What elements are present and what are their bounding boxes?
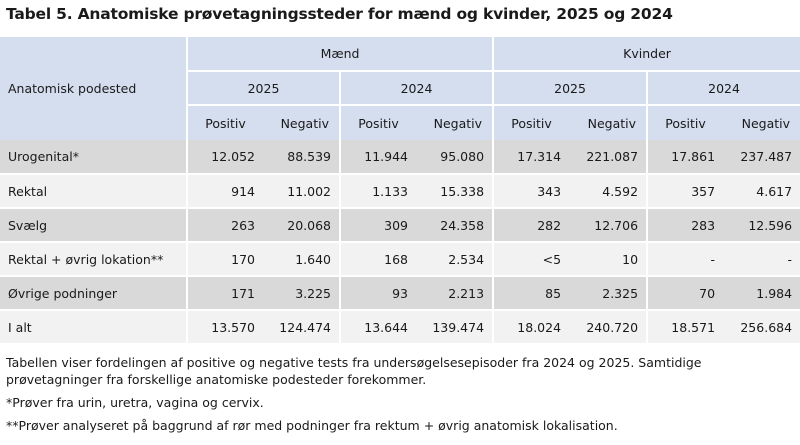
table-cell: 11.002	[263, 174, 341, 209]
table-cell: 283	[647, 208, 724, 243]
note-footnote-2: **Prøver analyseret på baggrund af rør m…	[6, 418, 618, 433]
year-header: 2024	[647, 71, 800, 106]
table-cell: 4.617	[723, 174, 800, 209]
table-cell: 93	[340, 276, 416, 311]
table-row: Urogenital* 12.052 88.539 11.944 95.080 …	[0, 140, 800, 175]
column-header: Negativ	[263, 105, 341, 140]
note-footnote-1: *Prøver fra urin, uretra, vagina og cerv…	[6, 395, 264, 410]
data-table: Anatomisk podested Mænd Kvinder 2025 202…	[0, 37, 800, 345]
table-row: Rektal 914 11.002 1.133 15.338 343 4.592…	[0, 174, 800, 209]
table-cell: 237.487	[723, 140, 800, 175]
table-cell: 11.944	[340, 140, 416, 175]
table-cell: 1.640	[263, 242, 341, 277]
table-cell: 20.068	[263, 208, 341, 243]
column-header: Positiv	[647, 105, 724, 140]
table-cell: 17.314	[493, 140, 570, 175]
table-cell: <5	[493, 242, 570, 277]
table-cell: 4.592	[569, 174, 649, 209]
table-cell: 18.024	[493, 310, 570, 345]
table-notes: Tabellen viser fordelingen af positive o…	[6, 354, 796, 440]
table-cell: 95.080	[416, 140, 495, 175]
year-header: 2025	[187, 71, 341, 106]
table-cell: 15.338	[416, 174, 495, 209]
table-cell: 170	[187, 242, 263, 277]
table-row: Rektal + øvrig lokation** 170 1.640 168 …	[0, 242, 800, 277]
column-header: Negativ	[416, 105, 495, 140]
table-row: Øvrige podninger 171 3.225 93 2.213 85 2…	[0, 276, 800, 311]
note-description: Tabellen viser fordelingen af positive o…	[6, 355, 702, 387]
year-header: 2025	[493, 71, 649, 106]
table-row-total: I alt 13.570 124.474 13.644 139.474 18.0…	[0, 310, 800, 345]
table-cell: -	[647, 242, 724, 277]
table-cell: 85	[493, 276, 570, 311]
table-title: Tabel 5. Anatomiske prøvetagningssteder …	[6, 5, 673, 23]
table-cell: 1.984	[723, 276, 800, 311]
table-cell: 282	[493, 208, 570, 243]
column-header: Negativ	[723, 105, 800, 140]
year-header: 2024	[340, 71, 495, 106]
table-cell: 357	[647, 174, 724, 209]
group-header-kvinder: Kvinder	[493, 37, 800, 72]
table-cell: 13.570	[187, 310, 263, 345]
table-cell: 2.213	[416, 276, 495, 311]
table-cell: 168	[340, 242, 416, 277]
row-label: Rektal	[0, 174, 188, 209]
table-cell: 17.861	[647, 140, 724, 175]
row-label: Urogenital*	[0, 140, 188, 175]
table-cell: 221.087	[569, 140, 649, 175]
table-cell: 2.325	[569, 276, 649, 311]
table-cell: 263	[187, 208, 263, 243]
table-cell: -	[723, 242, 800, 277]
row-label: Rektal + øvrig lokation**	[0, 242, 188, 277]
table-cell: 12.706	[569, 208, 649, 243]
table-cell: 240.720	[569, 310, 649, 345]
row-label: I alt	[0, 310, 188, 345]
table-row: Svælg 263 20.068 309 24.358 282 12.706 2…	[0, 208, 800, 243]
row-label-header: Anatomisk podested	[0, 37, 188, 140]
column-header: Positiv	[187, 105, 263, 140]
table-cell: 124.474	[263, 310, 341, 345]
column-header: Positiv	[493, 105, 570, 140]
table-cell: 10	[569, 242, 649, 277]
column-header: Negativ	[569, 105, 649, 140]
table-cell: 171	[187, 276, 263, 311]
table-cell: 12.052	[187, 140, 263, 175]
table-cell: 139.474	[416, 310, 495, 345]
row-label: Øvrige podninger	[0, 276, 188, 311]
table-cell: 2.534	[416, 242, 495, 277]
table-cell: 309	[340, 208, 416, 243]
table-cell: 18.571	[647, 310, 724, 345]
table-cell: 343	[493, 174, 570, 209]
table-cell: 88.539	[263, 140, 341, 175]
table-cell: 70	[647, 276, 724, 311]
table-cell: 914	[187, 174, 263, 209]
column-header: Positiv	[340, 105, 416, 140]
table-cell: 3.225	[263, 276, 341, 311]
table-cell: 12.596	[723, 208, 800, 243]
table-cell: 13.644	[340, 310, 416, 345]
table-cell: 1.133	[340, 174, 416, 209]
row-label: Svælg	[0, 208, 188, 243]
group-header-maend: Mænd	[187, 37, 495, 72]
table-cell: 24.358	[416, 208, 495, 243]
table-cell: 256.684	[723, 310, 800, 345]
